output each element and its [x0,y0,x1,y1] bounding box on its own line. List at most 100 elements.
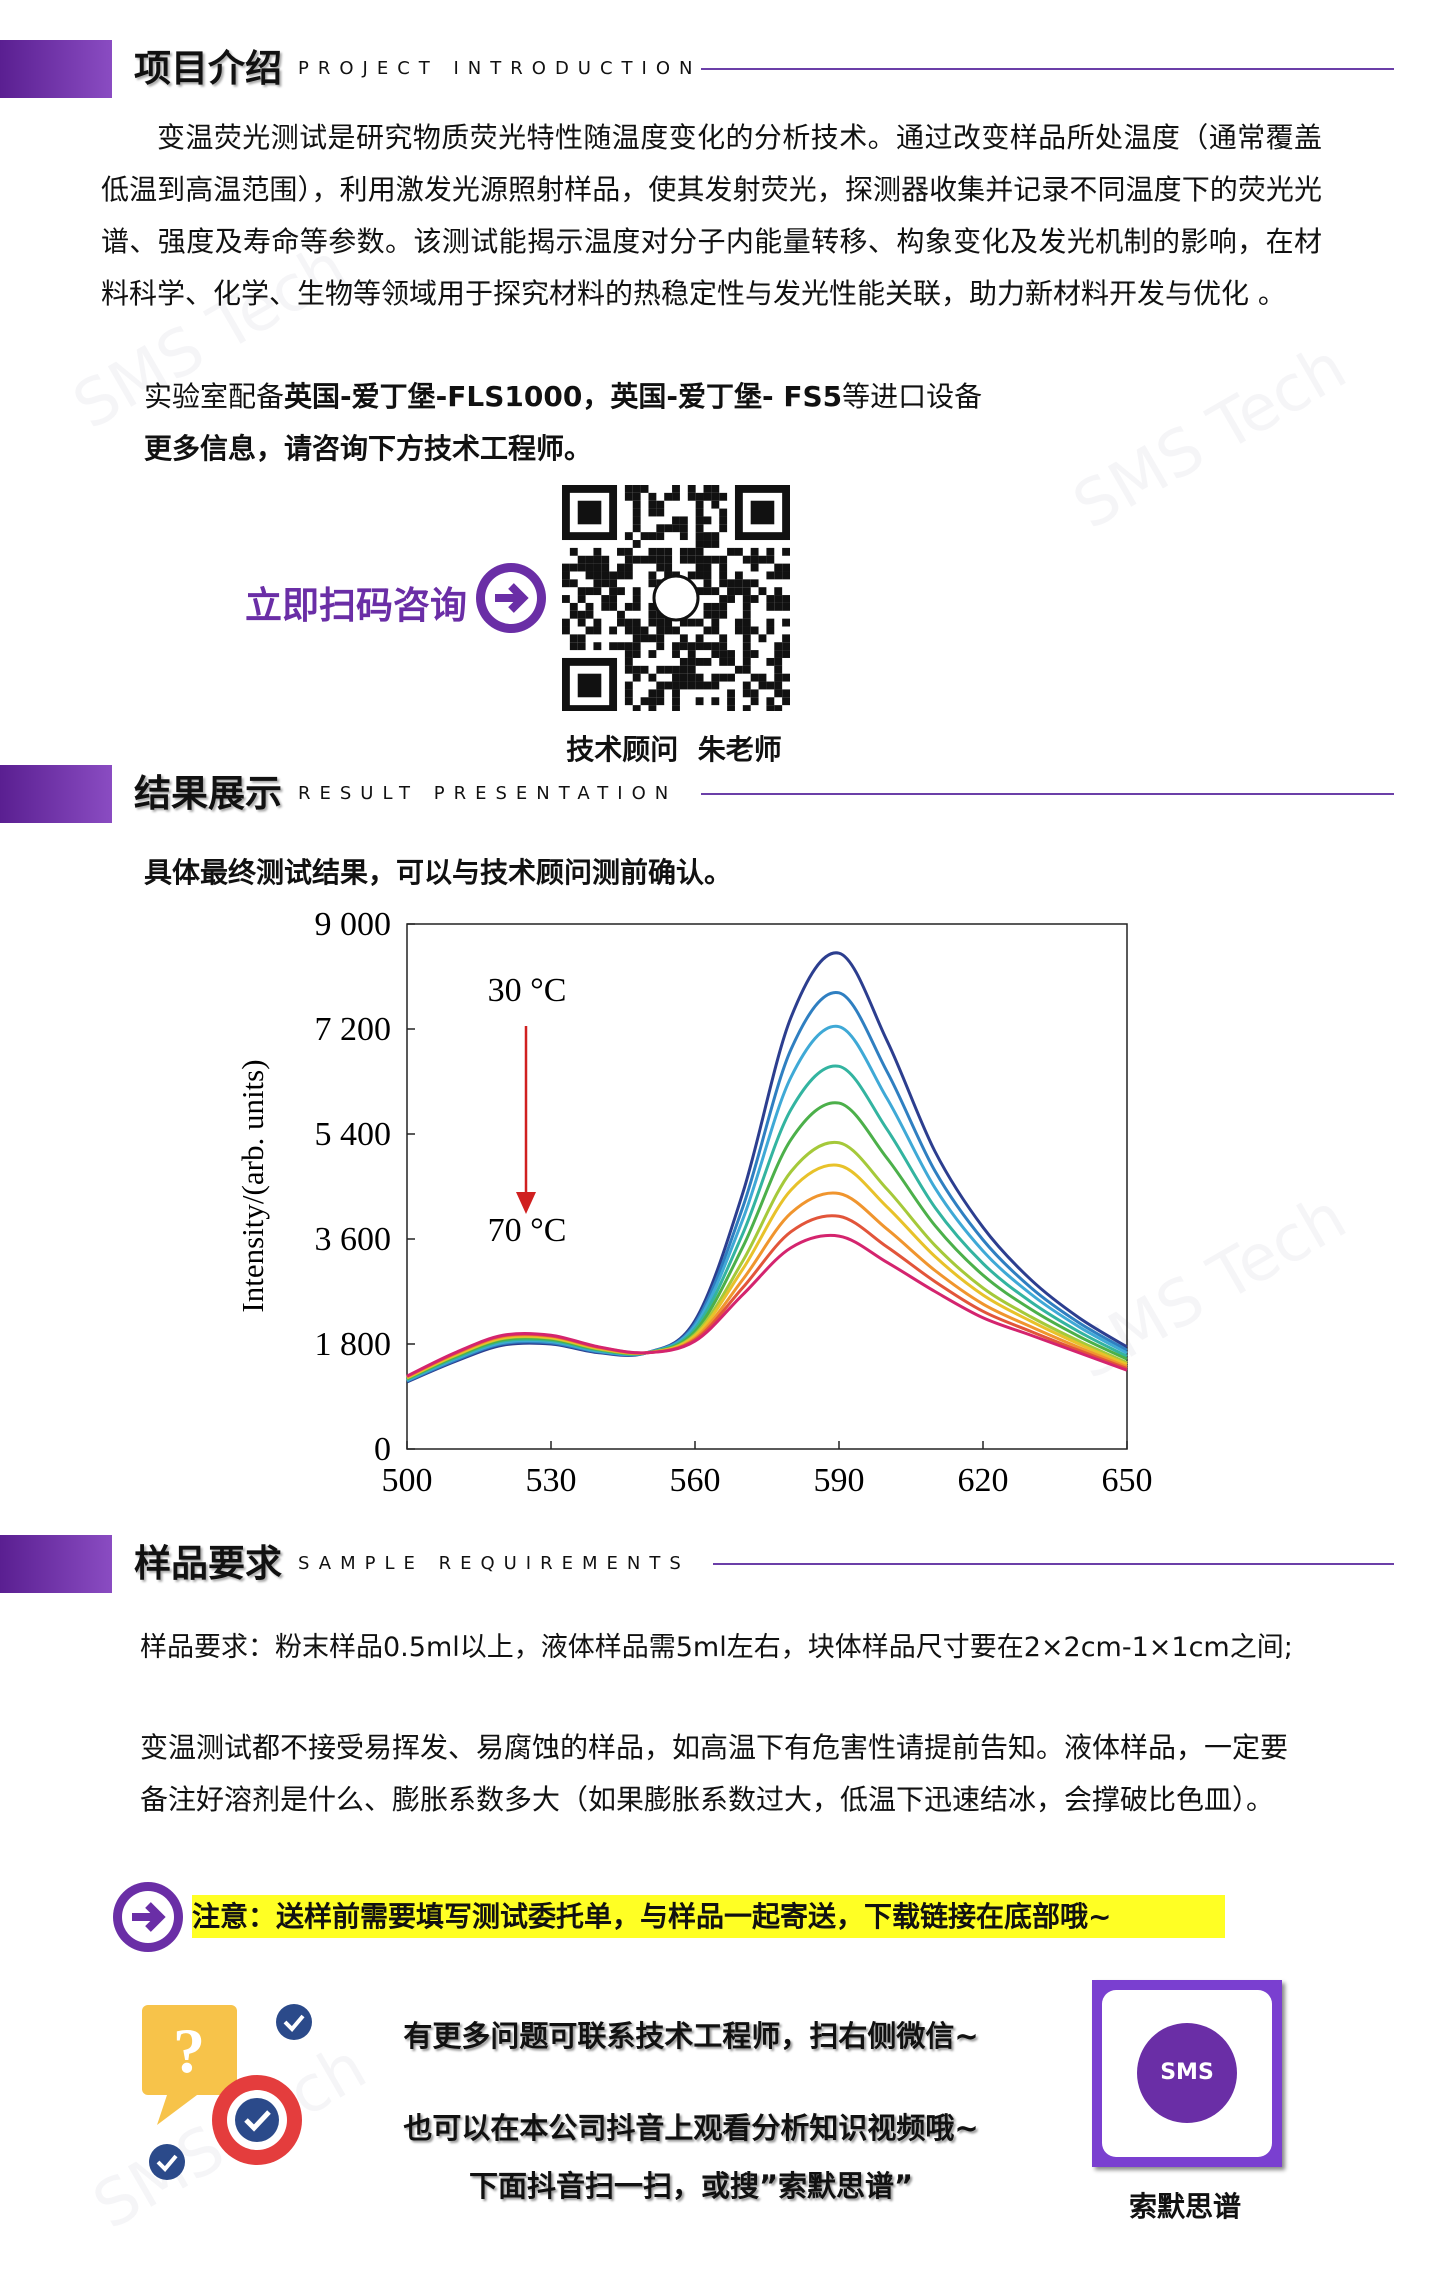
section-subtitle: PROJECT INTRODUCTION [298,58,702,79]
qr-module [609,587,618,596]
qr-module [711,500,720,509]
qr-module [617,587,625,596]
qr-module [664,524,673,533]
svg-text:?: ? [173,2015,205,2086]
qr-module [695,681,704,690]
qr-module [624,563,633,572]
qr-module [750,579,759,588]
qr-module [562,571,570,580]
qr-module [766,547,775,556]
qr-finder [734,485,790,541]
qr-module [742,665,751,674]
qr-module [648,673,657,682]
qr-module [719,492,728,501]
qr-module [624,689,633,698]
qr-module [577,618,586,627]
qr-module [774,689,783,698]
qr-module [624,602,633,611]
qr-module [640,697,649,706]
qr-module [719,610,728,619]
qr-module [624,626,633,635]
qr-logo [652,574,700,622]
qr-module [656,508,665,517]
header-line [701,68,1394,70]
qr-module [577,587,586,596]
qr-module [750,626,759,635]
qr-module [656,634,665,643]
section-header: 结果展示 RESULT PRESENTATION [0,765,1440,823]
qr-module [585,626,594,635]
qr-module [734,665,743,674]
qr-module [617,618,625,627]
qr-module [734,547,743,556]
qr-module [609,595,618,603]
qr-module [679,673,688,682]
qr-module [672,681,680,690]
qr-module [727,673,735,682]
qr-module [624,555,633,564]
qr-module [656,555,665,564]
faq-icon: ? [142,2004,312,2180]
x-tick-label: 500 [382,1462,433,1499]
qr-module [585,602,594,611]
qr-module [711,532,720,541]
qr-module [695,563,704,572]
qr-module [734,579,743,588]
qr-module [601,579,610,588]
qr-module [601,595,610,603]
qr-module [624,697,633,706]
qr-module [593,618,602,627]
consultant: 技术顾问 朱老师 [566,733,782,766]
qr-module [648,508,657,517]
x-tick-label: 560 [670,1462,721,1499]
qr-module [774,602,783,611]
qr-module [711,540,720,548]
qr-code [562,485,790,711]
plot-frame [406,923,1128,1450]
qr-finder [577,500,602,525]
qr-module [719,650,728,658]
y-tick-label: 9 000 [315,906,392,943]
qr-finder [577,673,602,698]
qr-module [679,618,688,627]
qr-module [632,516,641,525]
qr-module [695,642,704,651]
qr-module [774,563,783,572]
qr-module [632,634,641,643]
qr-module [577,595,586,603]
qr-module [742,587,751,596]
qr-module [664,618,673,627]
spectrum-line [406,1163,1128,1379]
qr-module [640,634,649,643]
qr-module [766,626,775,635]
chart: Intensity/(arb. units) 30 °C 70 °C 0 1 80… [235,906,1153,1499]
qr-module [742,610,751,619]
qr-module [648,634,657,643]
qr-module [774,571,783,580]
qr-module [617,547,625,556]
qr-module [679,516,688,525]
qr-module [782,673,790,682]
brand-qr: SMS [1092,1980,1282,2167]
qr-module [703,602,712,611]
qr-module [758,587,767,596]
qr-module [774,650,783,658]
qr-module [734,571,743,580]
qr-module [711,587,720,596]
qr-module [719,579,728,588]
qr-module [679,532,688,541]
qr-module [695,697,704,706]
qr-module [766,618,775,627]
qr-module [640,555,649,564]
qr-module [766,571,775,580]
qr-module [750,650,759,658]
qr-module [703,579,712,588]
qr-module [703,516,712,525]
qr-module [703,571,712,580]
qr-module [782,634,790,643]
qr-module [703,563,712,572]
qr-module [711,555,720,564]
qr-module [664,547,673,556]
qr-module [711,618,720,627]
